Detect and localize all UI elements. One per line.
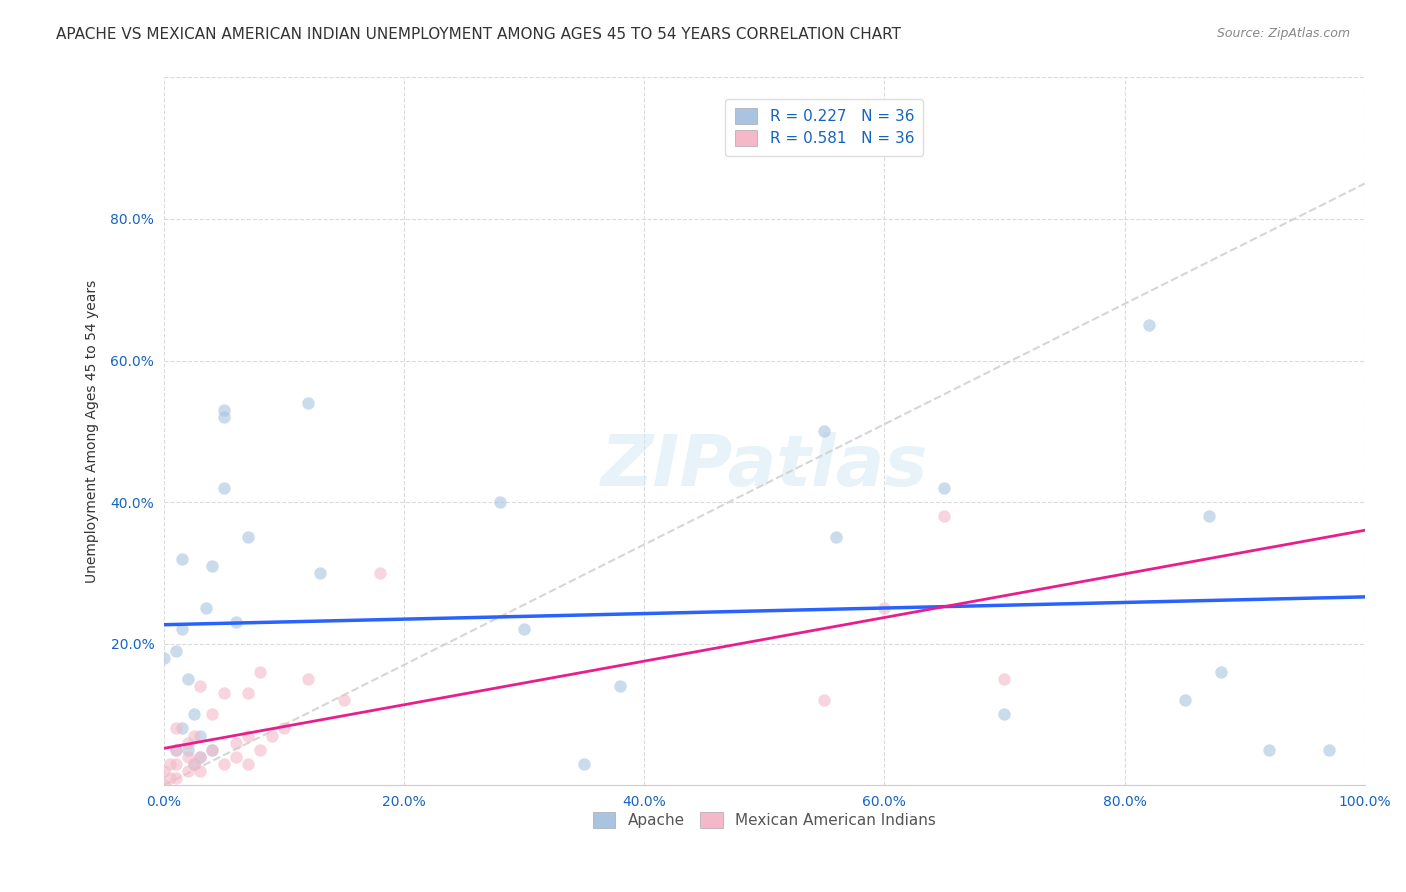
Point [273, 722, 295, 736]
Point [188, 729, 211, 743]
Point [170, 551, 193, 566]
Point [236, 686, 259, 700]
Point [177, 672, 200, 686]
Point [195, 601, 218, 615]
Y-axis label: Unemployment Among Ages 45 to 54 years: Unemployment Among Ages 45 to 54 years [86, 279, 100, 582]
Point [297, 672, 319, 686]
Point [873, 601, 896, 615]
Point [236, 530, 259, 544]
Point [236, 729, 259, 743]
Point [212, 481, 235, 495]
Point [249, 665, 271, 679]
Point [165, 643, 187, 657]
Point [165, 722, 187, 736]
Text: ZIPatlas: ZIPatlas [600, 432, 928, 501]
Point [153, 764, 176, 778]
Point [1198, 509, 1220, 524]
Point [188, 764, 211, 778]
Point [1209, 665, 1232, 679]
Point [333, 693, 356, 707]
Point [993, 672, 1015, 686]
Point [212, 756, 235, 771]
Point [513, 623, 536, 637]
Point [212, 410, 235, 425]
Point [813, 693, 835, 707]
Point [609, 679, 631, 693]
Point [165, 756, 187, 771]
Point [188, 749, 211, 764]
Legend: Apache, Mexican American Indians: Apache, Mexican American Indians [586, 805, 942, 834]
Point [225, 736, 247, 750]
Point [177, 749, 200, 764]
Point [574, 756, 596, 771]
Point [225, 749, 247, 764]
Point [297, 396, 319, 410]
Point [201, 707, 224, 722]
Point [1137, 318, 1160, 332]
Point [236, 756, 259, 771]
Point [262, 729, 284, 743]
Point [183, 707, 205, 722]
Point [309, 566, 332, 580]
Point [934, 509, 956, 524]
Point [177, 736, 200, 750]
Point [212, 686, 235, 700]
Point [153, 778, 176, 792]
Point [201, 558, 224, 573]
Point [183, 729, 205, 743]
Point [1317, 742, 1340, 756]
Text: Source: ZipAtlas.com: Source: ZipAtlas.com [1216, 27, 1350, 40]
Point [368, 566, 391, 580]
Point [177, 742, 200, 756]
Point [159, 756, 181, 771]
Point [165, 771, 187, 785]
Point [170, 722, 193, 736]
Point [813, 424, 835, 438]
Point [1257, 742, 1279, 756]
Point [225, 615, 247, 630]
Point [159, 771, 181, 785]
Point [165, 742, 187, 756]
Point [825, 530, 848, 544]
Text: APACHE VS MEXICAN AMERICAN INDIAN UNEMPLOYMENT AMONG AGES 45 TO 54 YEARS CORRELA: APACHE VS MEXICAN AMERICAN INDIAN UNEMPL… [56, 27, 901, 42]
Point [188, 679, 211, 693]
Point [183, 756, 205, 771]
Point [153, 650, 176, 665]
Point [1174, 693, 1197, 707]
Point [201, 742, 224, 756]
Point [183, 756, 205, 771]
Point [249, 742, 271, 756]
Point [993, 707, 1015, 722]
Point [165, 742, 187, 756]
Point [212, 403, 235, 417]
Point [201, 742, 224, 756]
Point [177, 764, 200, 778]
Point [934, 481, 956, 495]
Point [170, 623, 193, 637]
Point [188, 749, 211, 764]
Point [489, 495, 512, 509]
